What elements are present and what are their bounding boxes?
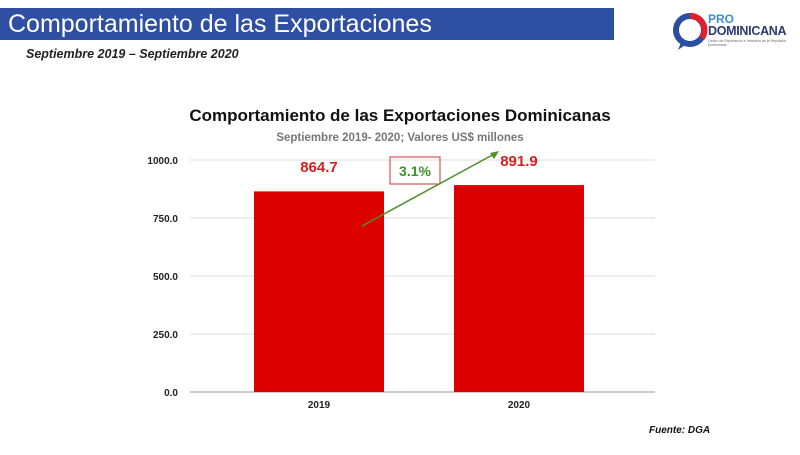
y-tick-label: 500.0 bbox=[153, 272, 178, 283]
y-tick-label: 0.0 bbox=[164, 388, 178, 399]
bar-2020 bbox=[454, 185, 584, 392]
period-subtitle: Septiembre 2019 – Septiembre 2020 bbox=[26, 47, 239, 61]
y-tick-label: 250.0 bbox=[153, 330, 178, 341]
data-label: 891.9 bbox=[500, 153, 538, 170]
logo-tagline: Centro de Exportación e Inversión de la … bbox=[708, 39, 787, 47]
y-tick-label: 1000.0 bbox=[147, 156, 178, 167]
title-banner: Comportamiento de las Exportaciones bbox=[0, 8, 614, 40]
growth-arrow-head-icon bbox=[490, 151, 499, 159]
logo-line2: DOMINICANA bbox=[708, 24, 787, 38]
growth-annotation: 3.1% bbox=[399, 163, 431, 179]
chart-subtitle: Septiembre 2019- 2020; Valores US$ millo… bbox=[276, 132, 523, 144]
x-tick-label: 2019 bbox=[308, 400, 331, 411]
data-label: 864.7 bbox=[300, 159, 338, 176]
growth-annotation-box bbox=[389, 156, 441, 185]
y-tick-label: 750.0 bbox=[153, 214, 178, 225]
growth-arrow bbox=[361, 152, 497, 227]
logo-line1: PRO bbox=[708, 12, 735, 26]
slide-title: Comportamiento de las Exportaciones bbox=[8, 10, 432, 38]
prodominicana-logo: PRO DOMINICANA Centro de Exportación e I… bbox=[672, 10, 792, 52]
x-tick-label: 2020 bbox=[508, 400, 531, 411]
bar-2019 bbox=[254, 191, 384, 392]
logo-mark-icon bbox=[673, 13, 708, 50]
source-note: Fuente: DGA bbox=[649, 425, 711, 436]
chart-title: Comportamiento de las Exportaciones Domi… bbox=[189, 106, 610, 125]
